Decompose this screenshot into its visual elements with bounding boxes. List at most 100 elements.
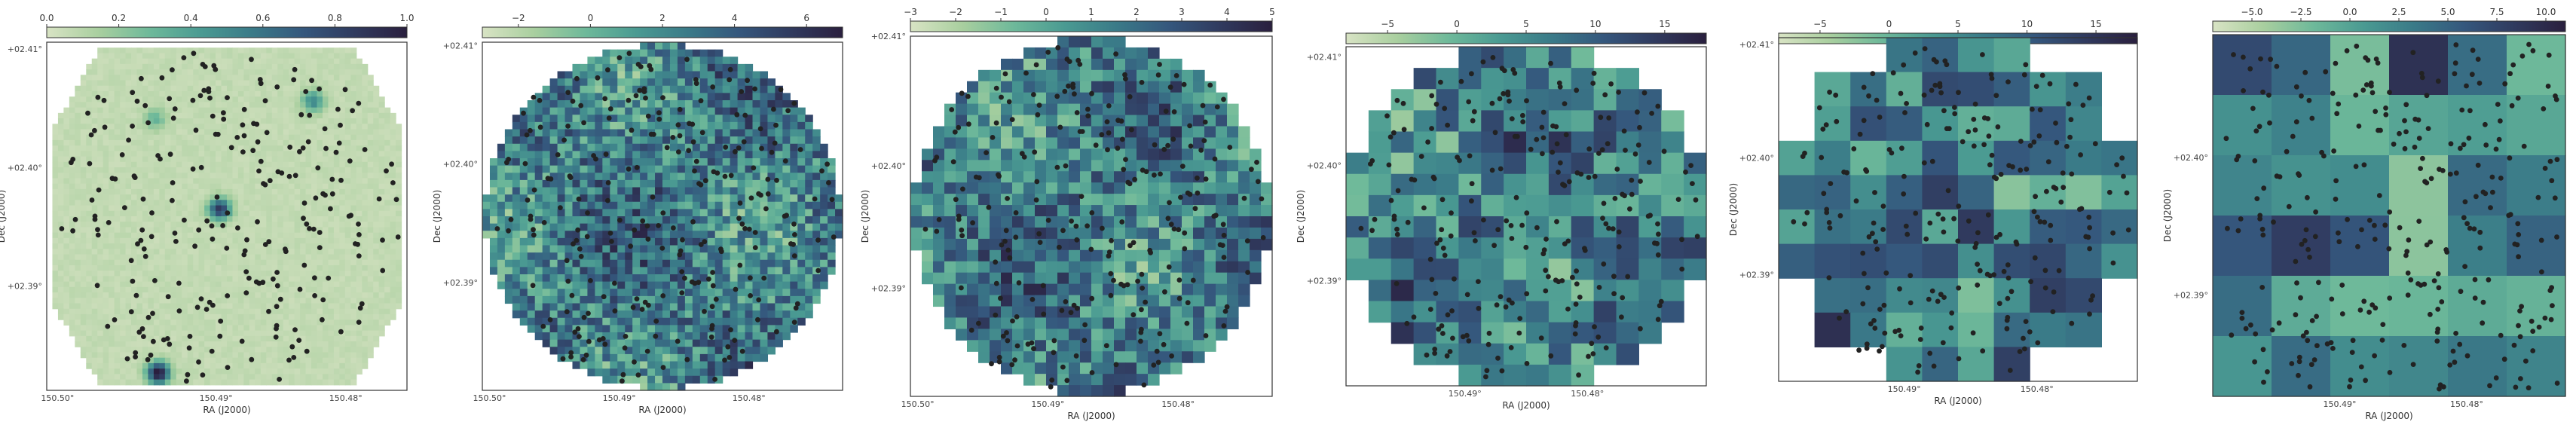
heatmap-cell xyxy=(775,129,783,137)
heatmap-cell xyxy=(289,254,295,261)
heatmap-cell xyxy=(237,264,245,271)
heatmap-cell xyxy=(52,156,59,163)
heatmap-cell xyxy=(277,167,284,173)
heatmap-cell xyxy=(255,320,262,326)
heatmap-cell xyxy=(283,357,289,364)
heatmap-cell xyxy=(114,325,121,332)
heatmap-cell xyxy=(120,63,127,70)
heatmap-cell xyxy=(164,210,171,217)
heatmap-cell xyxy=(260,200,267,206)
heatmap-cell xyxy=(210,80,216,87)
heatmap-cell xyxy=(333,276,340,283)
heatmap-cell xyxy=(542,179,551,188)
heatmap-cell xyxy=(367,237,374,244)
heatmap-cell xyxy=(176,243,182,249)
heatmap-cell xyxy=(148,325,154,332)
heatmap-cell xyxy=(204,107,211,114)
heatmap-cell xyxy=(356,112,363,119)
star-marker xyxy=(172,231,178,236)
heatmap-cell xyxy=(647,173,656,181)
heatmap-cell xyxy=(283,96,289,103)
heatmap-cell xyxy=(109,222,115,228)
heatmap-cell xyxy=(373,271,380,277)
heatmap-cell xyxy=(311,222,318,228)
y-tick-label: +02.40° xyxy=(8,163,42,173)
heatmap-cell xyxy=(136,183,143,190)
heatmap-cell xyxy=(227,379,234,386)
heatmap-cell xyxy=(305,298,312,304)
heatmap-cell xyxy=(260,335,267,342)
heatmap-cell xyxy=(367,107,374,114)
heatmap-cell xyxy=(542,165,551,173)
heatmap-cell xyxy=(328,347,335,353)
heatmap-cell xyxy=(707,187,716,195)
heatmap-cell xyxy=(57,271,65,277)
heatmap-cell xyxy=(114,286,121,293)
heatmap-cell xyxy=(120,183,127,190)
heatmap-cell xyxy=(828,223,836,231)
heatmap-cell xyxy=(120,254,127,261)
heatmap-cell xyxy=(373,243,380,249)
heatmap-cell xyxy=(805,209,813,217)
heatmap-cell xyxy=(102,330,109,337)
heatmap-cell xyxy=(271,129,278,136)
heatmap-cell xyxy=(182,188,188,195)
heatmap-cell xyxy=(356,178,363,185)
heatmap-cell xyxy=(367,227,374,234)
heatmap-cell xyxy=(136,139,143,146)
heatmap-cell xyxy=(69,173,75,179)
heatmap-cell xyxy=(344,308,351,315)
heatmap-cell xyxy=(63,264,70,271)
heatmap-cell xyxy=(317,145,323,151)
heatmap-cell xyxy=(176,167,182,173)
heatmap-cell xyxy=(632,136,641,145)
heatmap-cell xyxy=(153,167,160,173)
heatmap-cell xyxy=(221,227,228,234)
heatmap-cell xyxy=(580,216,589,225)
heatmap-cell xyxy=(170,271,177,277)
heatmap-cell xyxy=(557,158,566,167)
heatmap-cell xyxy=(237,85,245,92)
heatmap-cell xyxy=(255,352,262,359)
heatmap-cell xyxy=(294,167,301,173)
heatmap-cell xyxy=(193,145,200,151)
heatmap-cell xyxy=(519,121,528,130)
heatmap-cell xyxy=(91,161,98,168)
heatmap-cell xyxy=(730,93,739,101)
heatmap-cell xyxy=(362,264,369,271)
heatmap-cell xyxy=(305,80,312,87)
heatmap-cell xyxy=(255,341,262,347)
heatmap-cell xyxy=(69,216,75,222)
heatmap-cell xyxy=(182,85,188,92)
heatmap-cell xyxy=(283,222,289,228)
heatmap-cell xyxy=(527,107,536,115)
heatmap-cell xyxy=(120,178,127,185)
heatmap-cell xyxy=(182,308,188,315)
heatmap-cell xyxy=(373,259,380,266)
heatmap-cell xyxy=(125,298,132,304)
heatmap-cell xyxy=(227,124,234,130)
heatmap-cell xyxy=(80,145,87,151)
heatmap-cell xyxy=(210,194,216,200)
heatmap-cell xyxy=(131,63,138,70)
heatmap-cell xyxy=(378,210,385,217)
heatmap-cell xyxy=(305,362,312,369)
heatmap-cell xyxy=(790,237,798,246)
heatmap-cell xyxy=(655,179,663,188)
heatmap-cell xyxy=(63,281,70,288)
star-marker xyxy=(266,308,271,314)
heatmap-cell xyxy=(131,308,138,315)
heatmap-cell xyxy=(625,151,633,159)
heatmap-cell xyxy=(714,85,724,93)
heatmap-cell xyxy=(527,194,536,203)
heatmap-cell xyxy=(227,227,234,234)
heatmap-cell xyxy=(760,136,769,145)
heatmap-cell xyxy=(210,243,216,249)
heatmap-cell xyxy=(227,352,234,359)
heatmap-cell xyxy=(737,216,746,225)
heatmap-cell xyxy=(232,325,239,332)
heatmap-cell xyxy=(322,161,329,168)
heatmap-cell xyxy=(176,129,182,136)
heatmap-cell xyxy=(271,102,278,109)
heatmap-cell xyxy=(136,276,143,283)
